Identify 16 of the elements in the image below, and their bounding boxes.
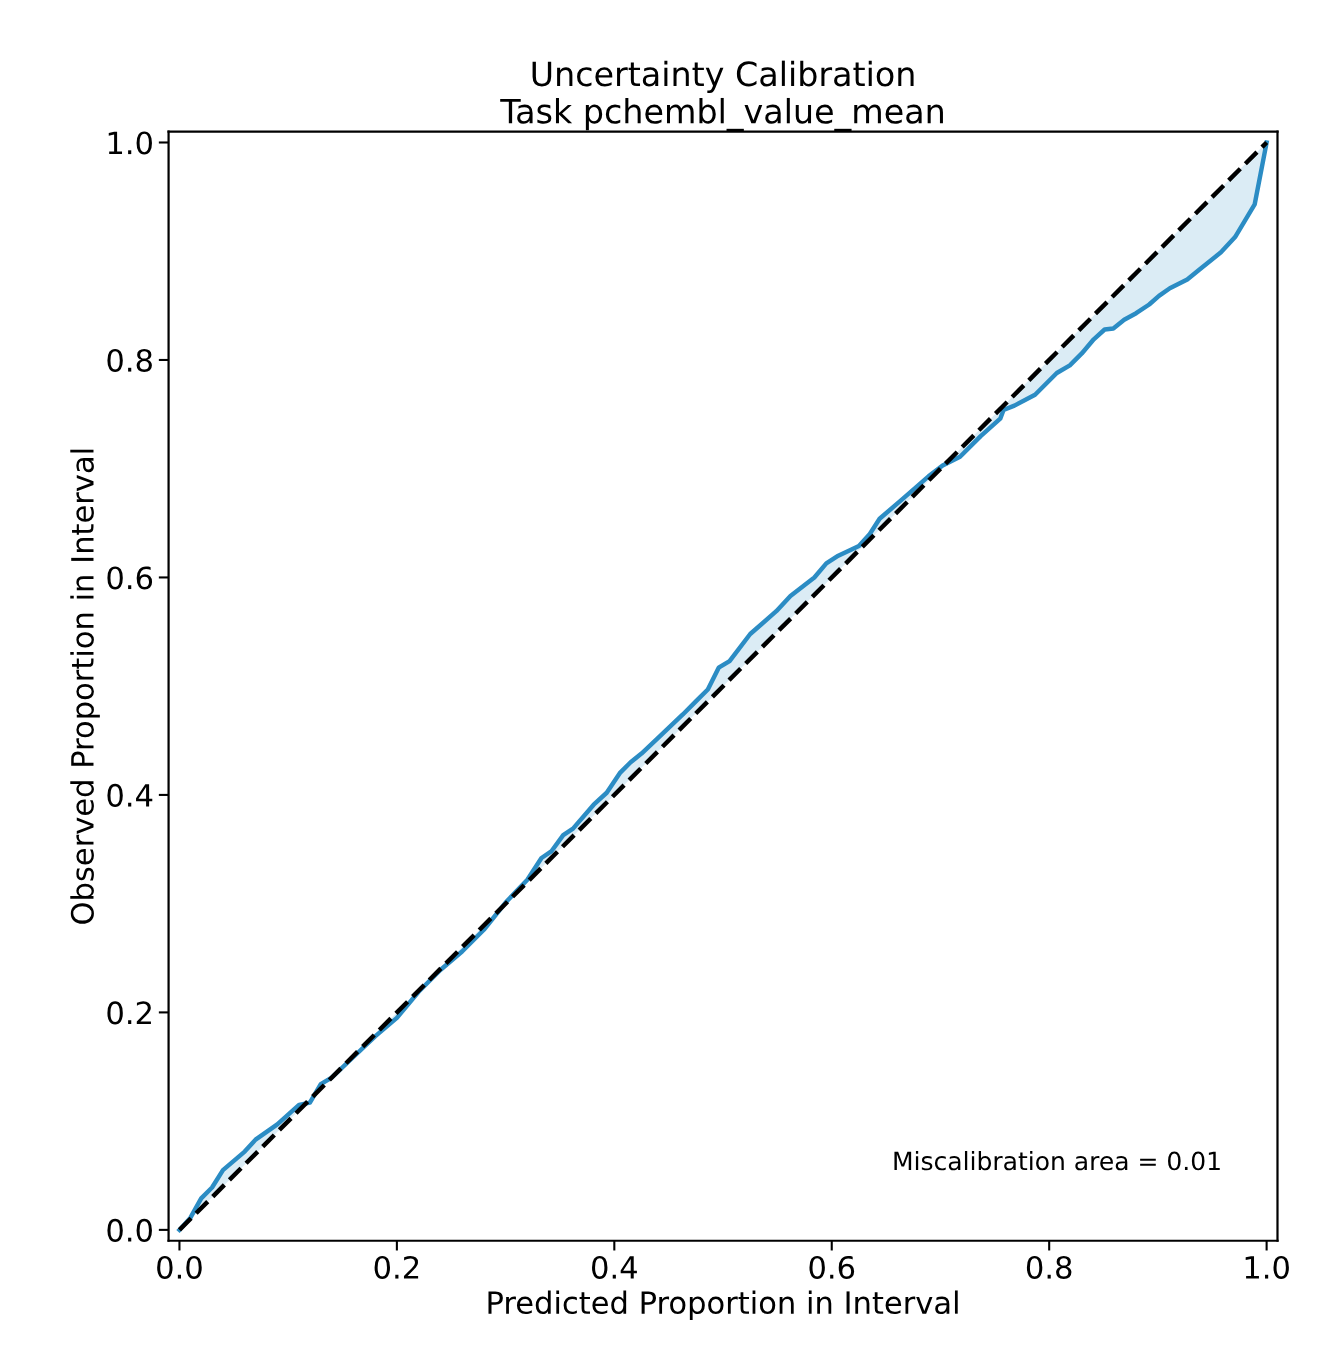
y-tick-label: 0.2 [107, 1001, 151, 1025]
y-tick-label: 0.8 [107, 348, 152, 373]
x-tick-label: 0.2 [374, 1255, 419, 1279]
y-tick-label: 0.0 [107, 1218, 152, 1242]
x-tick-label: 1.0 [1245, 1255, 1289, 1279]
y-tick-label: 0.4 [107, 783, 153, 807]
x-tick-label: 0.6 [809, 1255, 855, 1279]
y-tick-label: 0.6 [107, 566, 153, 590]
x-tick-label: 0.0 [157, 1255, 202, 1279]
x-axis-title: Predicted Proportion in Interval [488, 1290, 958, 1321]
x-tick-label: 0.8 [1026, 1255, 1072, 1279]
annotation: Miscalibration area = 0.01 [894, 1151, 1220, 1171]
y-tick-label: 1.0 [108, 131, 152, 155]
y-axis-title: Observed Proportion in Interval [70, 449, 100, 924]
chart-title: Uncertainty Calibration Task pchembl_value_mean [500, 60, 943, 132]
x-tick-label: 0.4 [592, 1255, 637, 1279]
